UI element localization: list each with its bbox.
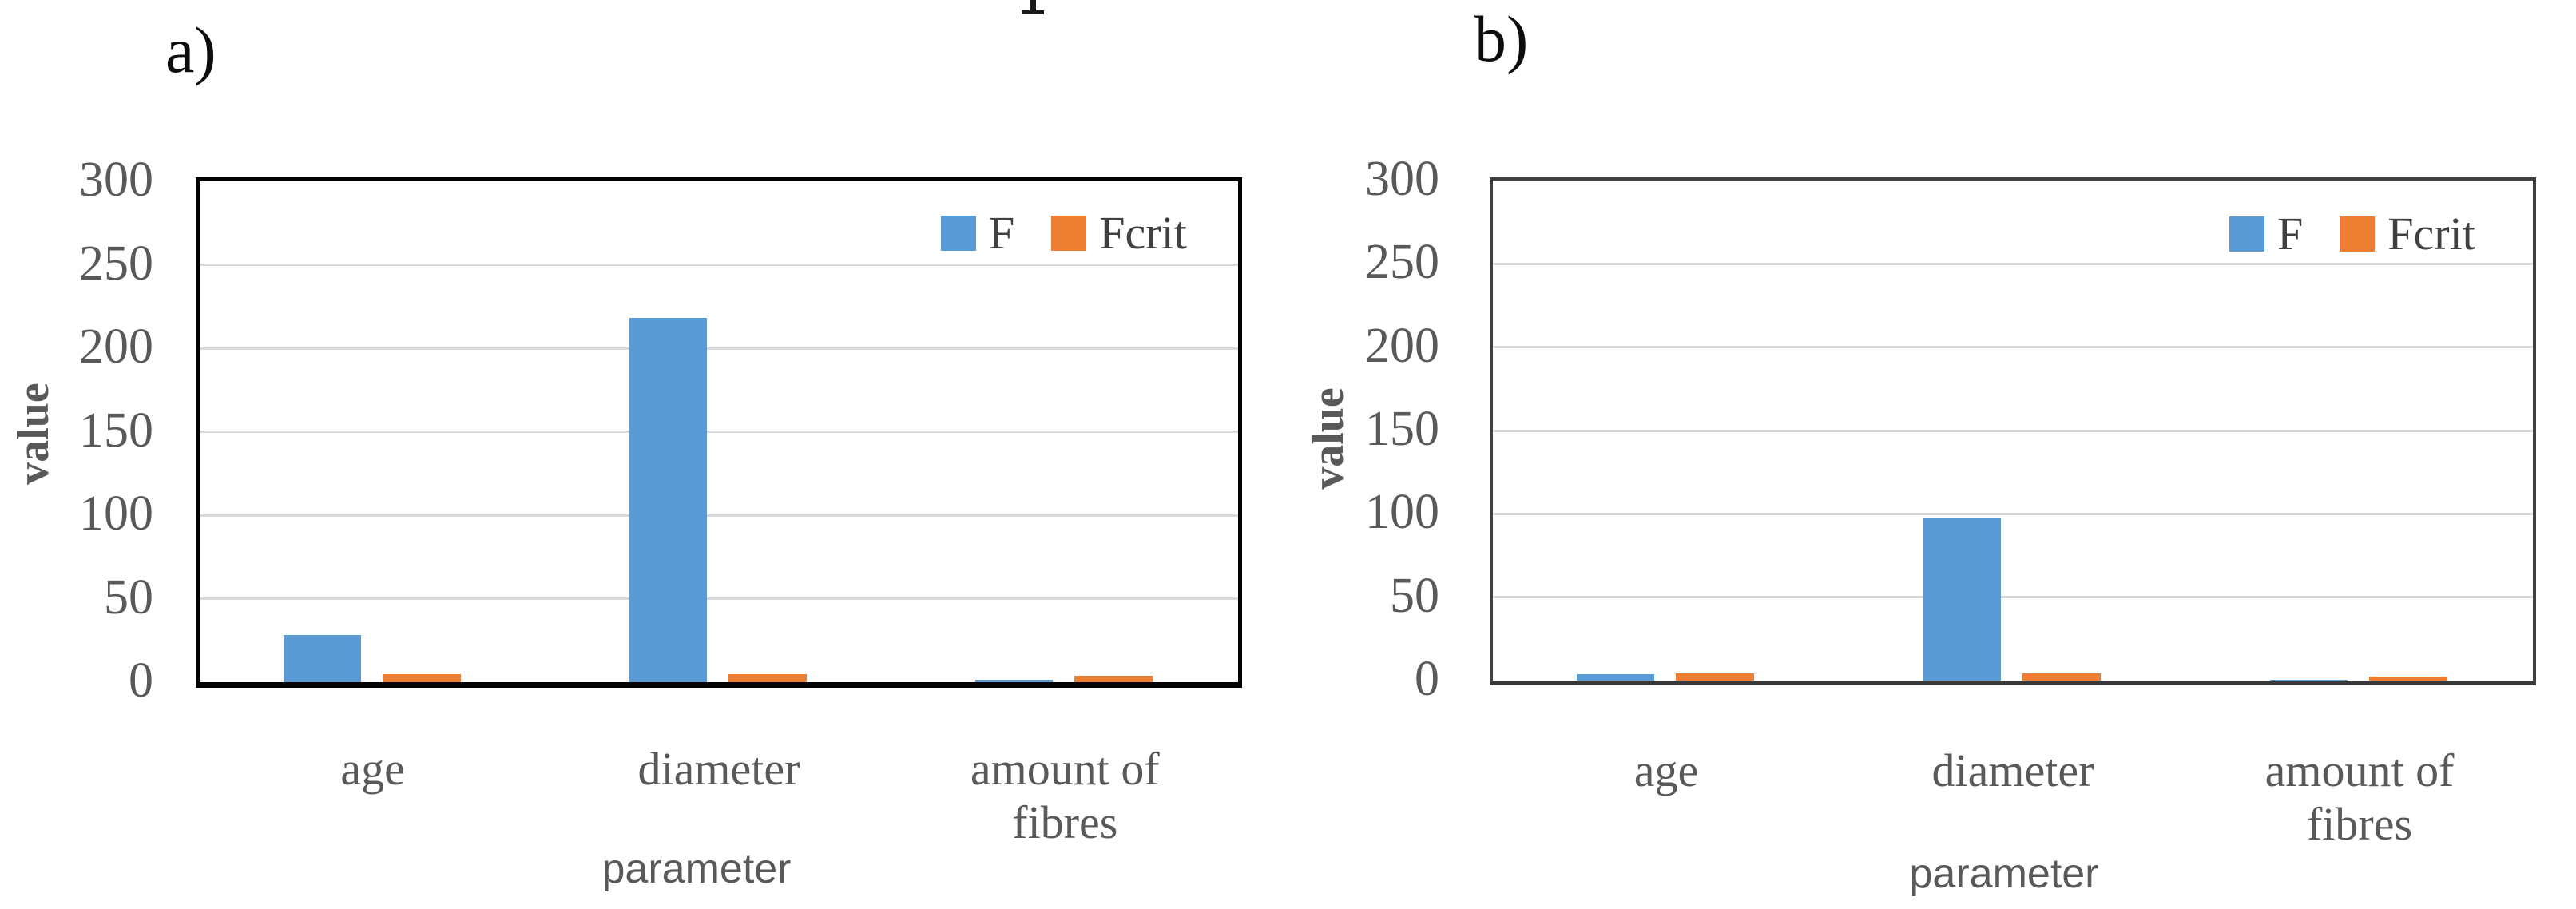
y-tick-label-0: 0 [1415, 652, 1439, 706]
gridline-200 [1493, 346, 2533, 349]
bar-f-diameter [629, 318, 707, 682]
letter-stem [1030, 0, 1036, 12]
y-tick-label-50: 50 [104, 570, 153, 625]
x-axis-title-a: parameter [601, 846, 792, 892]
letter-serif-foot [1022, 10, 1044, 14]
legend-label-fcrit: Fcrit [2387, 208, 2475, 260]
bar-f-amount-of-fibres [2270, 680, 2348, 681]
legend-b: F Fcrit [2229, 211, 2475, 257]
y-tick-label-250: 250 [1365, 235, 1439, 290]
legend-label-f: F [989, 207, 1015, 259]
x-category-label-amount-of-fibres: amount of fibres [970, 743, 1160, 848]
legend-item-f: F [941, 210, 1014, 256]
y-tick-label-250: 250 [79, 236, 153, 291]
y-tick-label-200: 200 [1365, 318, 1439, 373]
bar-f-diameter [1923, 517, 2001, 681]
panel-label-b: b) [1474, 2, 1529, 75]
y-tick-label-200: 200 [79, 320, 153, 374]
cropped-text-fragment [1022, 0, 1044, 14]
y-tick-label-0: 0 [129, 653, 153, 708]
x-axis-title-b: parameter [1909, 851, 2099, 897]
y-tick-label-150: 150 [79, 403, 153, 458]
gridline-100 [1493, 512, 2533, 515]
x-category-label-age: age [1633, 744, 1699, 796]
legend-item-f: F [2229, 211, 2303, 257]
x-category-label-diameter: diameter [1931, 744, 2094, 796]
x-category-label-age: age [340, 743, 405, 795]
gridline-150 [1493, 429, 2533, 432]
plot-area-b: F Fcrit [1490, 177, 2536, 685]
gridline-50 [1493, 596, 2533, 599]
x-category-label-diameter: diameter [637, 743, 800, 795]
y-tick-label-300: 300 [79, 153, 153, 207]
bar-fcrit-age [382, 673, 461, 682]
gridline-50 [200, 597, 1238, 600]
gridline-150 [200, 431, 1238, 433]
legend-swatch-f-icon [2229, 216, 2264, 252]
legend-a: F Fcrit [941, 210, 1187, 256]
bar-fcrit-amount-of-fibres [1074, 675, 1153, 682]
bar-f-amount-of-fibres [975, 679, 1054, 682]
bar-fcrit-diameter [2022, 673, 2101, 681]
bar-f-age [283, 635, 361, 682]
y-tick-label-150: 150 [1365, 402, 1439, 456]
plot-area-a: F Fcrit [196, 177, 1242, 688]
gridline-250 [1493, 262, 2533, 265]
panel-label-a: a) [165, 14, 216, 86]
legend-swatch-f-icon [941, 216, 976, 251]
bar-fcrit-diameter [728, 673, 807, 682]
legend-label-f: F [2277, 208, 2304, 260]
bar-fcrit-age [1676, 673, 1754, 681]
y-tick-label-300: 300 [1365, 152, 1439, 206]
gridline-200 [200, 347, 1238, 350]
legend-item-fcrit: Fcrit [2340, 211, 2475, 257]
y-tick-label-50: 50 [1390, 568, 1439, 623]
bar-fcrit-amount-of-fibres [2369, 676, 2447, 681]
x-category-label-amount-of-fibres: amount of fibres [2264, 744, 2455, 850]
legend-label-fcrit: Fcrit [1099, 207, 1187, 259]
gridline-100 [200, 514, 1238, 517]
bar-f-age [1577, 673, 1654, 681]
y-tick-label-100: 100 [1365, 485, 1439, 540]
legend-swatch-fcrit-icon [1051, 216, 1087, 251]
y-tick-label-100: 100 [79, 486, 153, 541]
legend-item-fcrit: Fcrit [1051, 210, 1187, 256]
gridline-250 [200, 264, 1238, 266]
legend-swatch-fcrit-icon [2340, 216, 2376, 252]
